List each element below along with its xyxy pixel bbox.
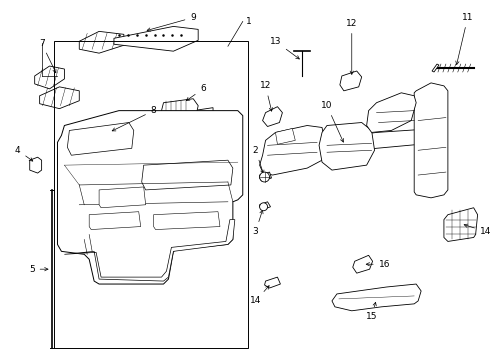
Polygon shape [57,108,213,165]
Text: 1: 1 [246,17,251,26]
Text: 14: 14 [250,286,269,305]
Text: 2: 2 [253,146,264,174]
Polygon shape [319,122,374,170]
Text: 4: 4 [15,146,33,161]
Text: 5: 5 [29,265,48,274]
Text: 16: 16 [366,260,390,269]
Text: 7: 7 [39,39,56,73]
Circle shape [260,172,270,182]
Polygon shape [30,157,42,173]
Bar [54,41,248,348]
Polygon shape [40,87,79,109]
Polygon shape [260,126,325,175]
Text: 10: 10 [321,101,343,142]
Polygon shape [444,208,478,242]
Text: 15: 15 [366,302,377,321]
Polygon shape [414,83,448,198]
Polygon shape [275,129,295,144]
Polygon shape [57,111,243,284]
Text: 6: 6 [186,84,206,101]
Polygon shape [68,122,134,155]
Polygon shape [64,220,235,281]
Polygon shape [142,160,233,190]
Polygon shape [265,277,280,288]
Polygon shape [260,202,270,210]
Polygon shape [367,93,416,132]
Polygon shape [332,284,421,311]
Text: 9: 9 [147,13,196,31]
Polygon shape [340,71,362,91]
Polygon shape [89,212,141,230]
Polygon shape [432,64,439,72]
Polygon shape [35,66,64,89]
Text: 3: 3 [253,210,263,236]
Polygon shape [260,172,271,181]
Polygon shape [263,107,282,126]
Polygon shape [162,99,198,118]
Text: 12: 12 [346,19,357,75]
Text: 13: 13 [270,37,299,59]
Polygon shape [266,129,444,168]
Polygon shape [153,212,220,230]
Circle shape [260,203,268,211]
Text: 14: 14 [464,224,490,236]
Text: 11: 11 [456,13,473,64]
Polygon shape [114,26,198,51]
Polygon shape [99,187,146,208]
Text: 8: 8 [112,106,156,131]
Polygon shape [79,31,124,53]
Text: 12: 12 [260,81,272,111]
Polygon shape [353,255,372,273]
